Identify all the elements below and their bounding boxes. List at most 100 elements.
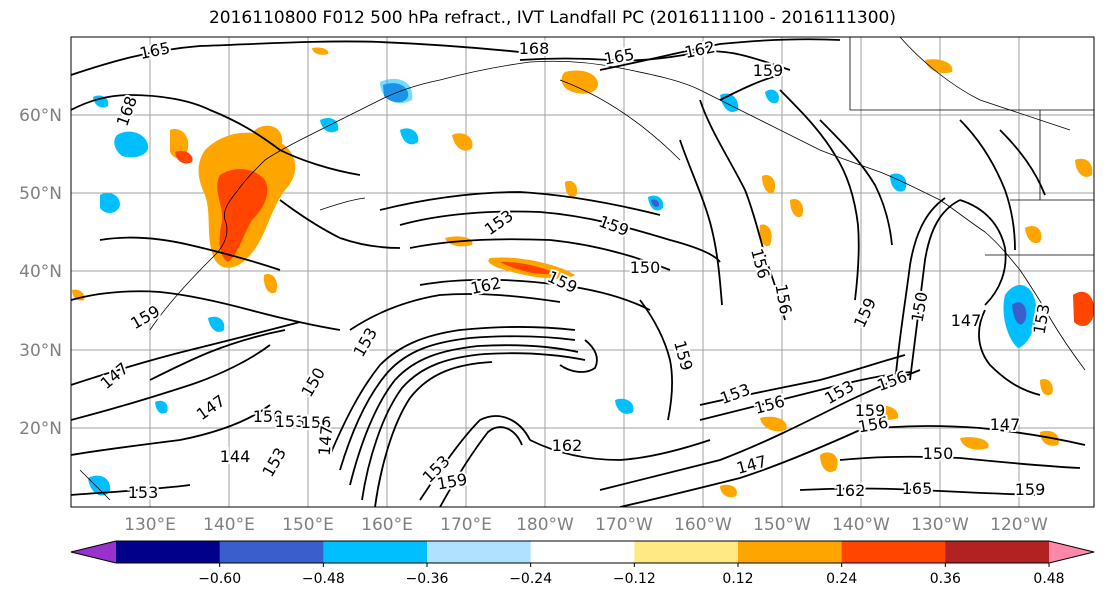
lon-tick-label: 160°E (361, 515, 413, 535)
shading-patch (170, 129, 189, 159)
contour-line (71, 344, 271, 421)
contour-label: 159 (1015, 480, 1046, 499)
shading-patch (565, 180, 578, 198)
shading-patch (114, 131, 149, 158)
contour-line (978, 309, 1041, 396)
map-frame (70, 36, 1095, 508)
contour-line (71, 40, 521, 76)
figure-title: 2016110800 F012 500 hPa refract., IVT La… (208, 8, 896, 28)
contour-label: 159 (753, 61, 784, 80)
colorbar-segment (323, 541, 428, 563)
contour-label: 156 (856, 413, 889, 437)
shading-patch (380, 78, 413, 104)
contour-line (999, 129, 1046, 196)
colorbar-tick-label: −0.36 (406, 571, 449, 587)
shading-patch (765, 89, 779, 104)
lat-tick-label: 40°N (19, 262, 62, 282)
contour-line (99, 236, 281, 271)
shading-patch (762, 174, 776, 194)
contour-line (329, 326, 576, 456)
lon-tick-label: 140°W (832, 515, 890, 535)
shading-patch (155, 400, 168, 414)
shading-patch (790, 198, 804, 218)
contour-line (639, 299, 674, 421)
contour-line (679, 139, 723, 306)
shading-patch (1075, 158, 1093, 177)
contour-line (71, 404, 271, 456)
colorbar-tick-label: −0.60 (198, 571, 241, 587)
contour-lines (71, 38, 1086, 507)
shading-patch (400, 128, 419, 145)
contour-line (894, 197, 946, 386)
contour-line (149, 329, 286, 381)
contour-label: 147 (990, 415, 1021, 434)
shading-patch (1012, 302, 1027, 325)
colorbar-segment (738, 541, 843, 563)
contour-label: 156 (301, 413, 332, 432)
contour-line (419, 415, 531, 501)
contour-label: 153 (128, 483, 159, 502)
contour-label: 162 (552, 436, 583, 455)
shading-patch (100, 192, 120, 214)
colorbar-tick-label: −0.48 (302, 571, 345, 587)
lat-tick-label: 30°N (19, 341, 62, 361)
contour-line (419, 278, 651, 311)
lon-tick-label: 170°W (595, 515, 653, 535)
colorbar-segment (945, 541, 1050, 563)
contour-label: 144 (221, 445, 252, 464)
contour-line (599, 38, 841, 71)
lon-tick-label: 130°W (911, 515, 969, 535)
contour-line (959, 119, 1016, 251)
contour-line (439, 426, 523, 507)
contour-line (349, 344, 579, 486)
colorbar-tick-label: 0.24 (826, 571, 857, 587)
lon-tick-label: 120°W (990, 515, 1048, 535)
lat-tick-label: 50°N (19, 184, 62, 204)
shading-patch (870, 405, 899, 420)
lon-tick-label: 150°W (753, 515, 811, 535)
colorbar-segment (427, 541, 532, 563)
lon-tick-label: 170°E (440, 515, 492, 535)
colorbar (70, 540, 1095, 567)
shading-patch (615, 398, 634, 414)
contour-line (719, 74, 781, 101)
contour-line (374, 361, 493, 507)
shading-patch (820, 452, 838, 473)
contour-line (599, 369, 921, 491)
contour-line (699, 371, 911, 421)
contour-line (349, 293, 561, 331)
shading-patch (312, 47, 329, 55)
colorbar-tick-label: −0.12 (613, 571, 656, 587)
contour-label: 150 (630, 258, 661, 277)
contour-label: 144 (220, 447, 251, 466)
colorbar-extend-high (1049, 541, 1094, 563)
shading-patch (1073, 291, 1094, 326)
contour-label: 168 (519, 39, 550, 58)
shading-patch (175, 150, 193, 164)
colorbar-extend-low (71, 541, 116, 563)
contour-line (71, 484, 191, 496)
contour-line (909, 199, 961, 381)
lon-tick-label: 140°E (203, 515, 255, 535)
colorbar-tick-label: 0.36 (930, 571, 961, 587)
shading-patch (263, 274, 278, 294)
colorbar-segment (634, 541, 739, 563)
shading-patch (720, 484, 737, 498)
contour-line (71, 290, 341, 331)
colorbar-segment (530, 541, 635, 563)
shading-patch (561, 70, 598, 94)
shading-patch (1040, 378, 1053, 396)
lon-tick-label: 150°E (282, 515, 334, 535)
colorbar-tick-label: 0.48 (1033, 571, 1064, 587)
shading-patch (760, 416, 787, 432)
contour-line (959, 199, 1007, 306)
shading-patch (88, 475, 111, 496)
contour-line (399, 210, 721, 263)
contour-line (409, 238, 671, 271)
contour-line (779, 89, 860, 301)
lat-tick-label: 20°N (19, 419, 62, 439)
contour-label: 159 (855, 401, 886, 420)
contour-line (819, 119, 893, 246)
shading-patch (208, 316, 225, 332)
contour-line (379, 191, 661, 216)
